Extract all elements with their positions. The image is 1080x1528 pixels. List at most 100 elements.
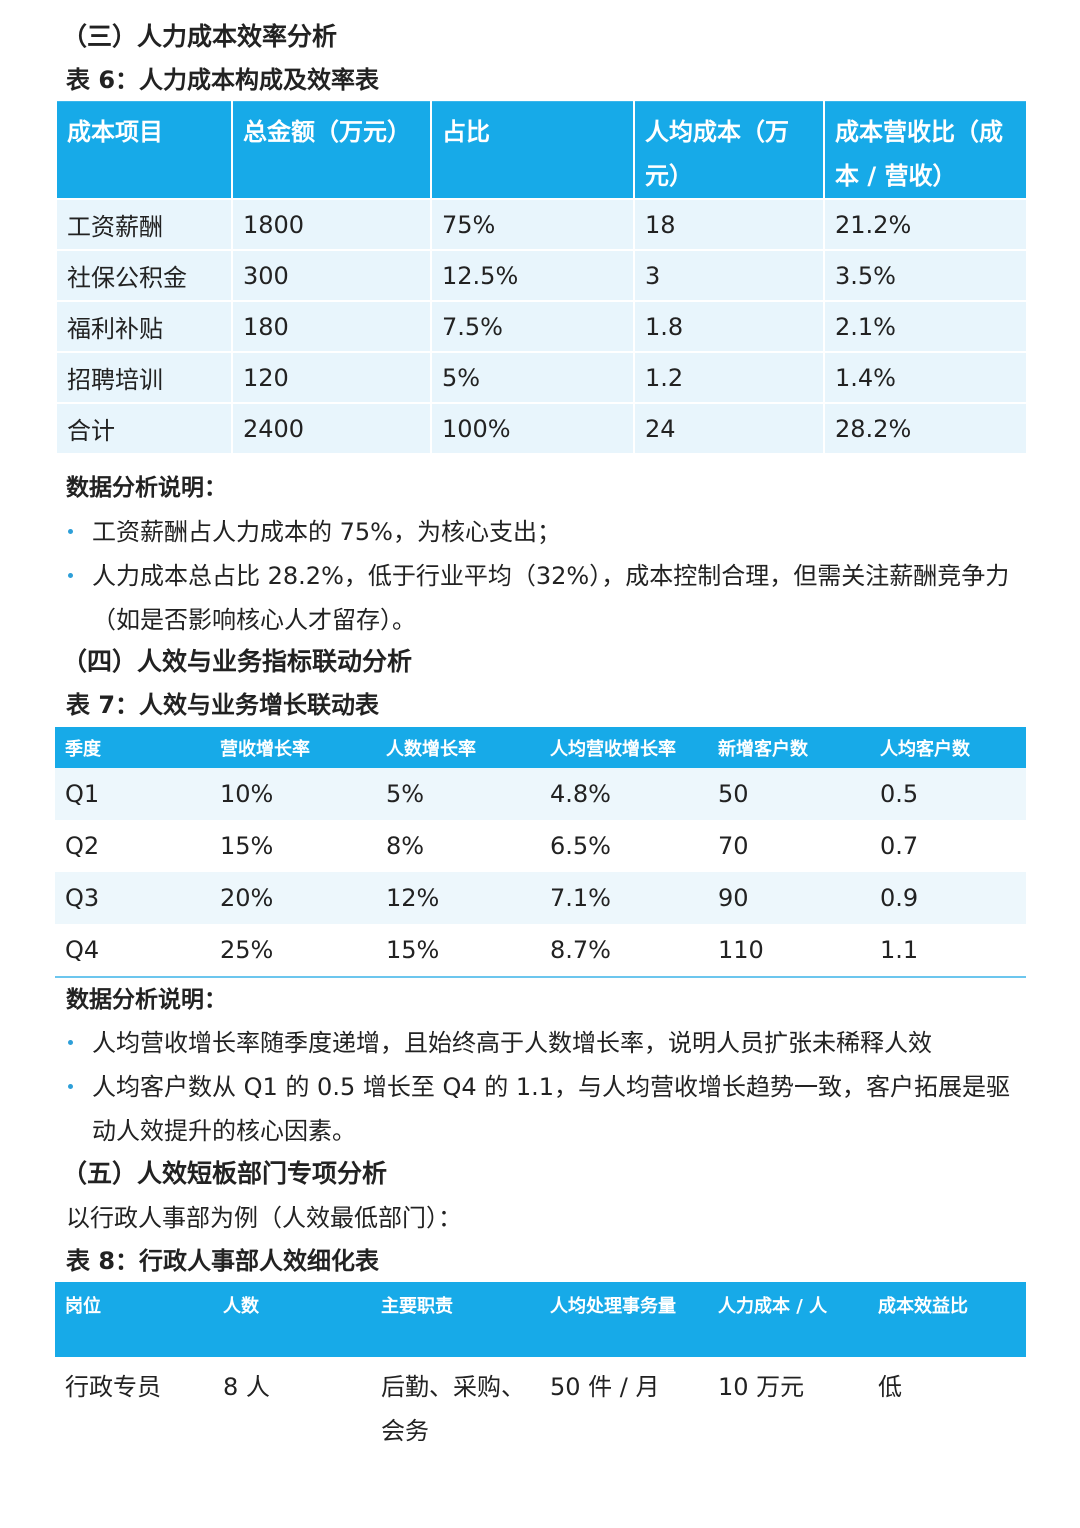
table-row: 招聘培训 120 5% 1.2 1.4% xyxy=(55,351,1028,404)
header-cell: 季度 xyxy=(55,727,210,768)
header-cell: 成本营收比（成本 / 营收） xyxy=(823,101,1028,200)
table-cell: 1.4% xyxy=(823,351,1028,404)
section-heading: （四）人效与业务指标联动分析 xyxy=(62,647,413,676)
table-cell: 120 xyxy=(231,351,432,404)
intro-text: 以行政人事部为例（人效最低部门）： xyxy=(66,1204,462,1232)
table-title: 表 6：人力成本构成及效率表 xyxy=(66,66,380,94)
table-cell: 8.7% xyxy=(540,924,708,978)
table-cell: 行政专员 xyxy=(65,1373,161,1401)
table-body: 行政专员 8 人 后勤、采购、会务 50 件 / 月 10 万元 低 xyxy=(55,1357,1026,1453)
table-row: 行政专员 8 人 后勤、采购、会务 50 件 / 月 10 万元 低 xyxy=(55,1357,1026,1453)
table-row: Q2 15% 8% 6.5% 70 0.7 xyxy=(55,820,1026,872)
bullet-item: 人力成本总占比 28.2%，低于行业平均（32%），成本控制合理，但需关注薪酬竞… xyxy=(66,554,1016,642)
table-cell: 70 xyxy=(708,820,870,872)
table-row: 工资薪酬 1800 75% 18 21.2% xyxy=(55,198,1028,251)
table-cell: 1.2 xyxy=(633,351,825,404)
table-cell: 180 xyxy=(231,300,432,353)
header-cell: 总金额（万元） xyxy=(231,101,432,200)
table-cell: 28.2% xyxy=(823,402,1028,455)
table-row: 社保公积金 300 12.5% 3 3.5% xyxy=(55,249,1028,302)
header-cell: 占比 xyxy=(430,101,635,200)
table-cell: 6.5% xyxy=(540,820,708,872)
table-cell: 7.1% xyxy=(540,872,708,924)
table-row: 福利补贴 180 7.5% 1.8 2.1% xyxy=(55,300,1028,353)
header-cell: 人力成本 / 人 xyxy=(708,1282,868,1357)
table-head: 季度 营收增长率 人数增长率 人均营收增长率 新增客户数 人均客户数 xyxy=(55,727,1026,768)
table-cell: 5% xyxy=(430,351,635,404)
table-cell: 110 xyxy=(708,924,870,978)
table-cell: 20% xyxy=(210,872,376,924)
data-table: 成本项目 总金额（万元） 占比 人均成本（万元） 成本营收比（成本 / 营收） 工资薪酬 1… xyxy=(55,101,1028,455)
table-cell: 7.5% xyxy=(430,300,635,353)
table-cell: 1.1 xyxy=(870,924,1026,978)
table-cell: 10% xyxy=(210,768,376,820)
table-row: Q3 20% 12% 7.1% 90 0.9 xyxy=(55,872,1026,924)
table-cell: 100% xyxy=(430,402,635,455)
table-cell: 2400 xyxy=(231,402,432,455)
table-cell: 招聘培训 xyxy=(55,351,233,404)
table-cell: 0.9 xyxy=(870,872,1026,924)
header-cell: 人均客户数 xyxy=(870,727,1026,768)
table-head: 岗位 人数 主要职责 人均处理事务量 人力成本 / 人成本效益比 xyxy=(55,1282,1026,1357)
table-cell: 12.5% xyxy=(430,249,635,302)
table-cell: 低 xyxy=(878,1373,902,1401)
table-cell: 10 万元 xyxy=(718,1373,805,1401)
table-cell: 5% xyxy=(376,768,540,820)
table-cell: 社保公积金 xyxy=(55,249,233,302)
data-table: 季度 营收增长率 人数增长率 人均营收增长率 新增客户数 人均客户数 Q1 10% 5% 4.8%… xyxy=(55,727,1026,978)
table-cell: 21.2% xyxy=(823,198,1028,251)
section-heading: （三）人力成本效率分析 xyxy=(62,22,338,51)
table-cell: 2.1% xyxy=(823,300,1028,353)
table-cell: 后勤、采购、会务 xyxy=(381,1373,525,1445)
note-label: 数据分析说明： xyxy=(66,475,227,501)
table-row: Q4 25% 15% 8.7% 110 1.1 xyxy=(55,924,1026,978)
table-cell: 3 xyxy=(633,249,825,302)
header-cell: 人数 xyxy=(213,1282,371,1357)
header-row: 成本项目 总金额（万元） 占比 人均成本（万元） 成本营收比（成本 / 营收） xyxy=(55,101,1028,200)
note-label: 数据分析说明： xyxy=(66,987,227,1013)
table-row: Q1 10% 5% 4.8% 50 0.5 xyxy=(55,768,1026,820)
table-cell: 福利补贴 xyxy=(55,300,233,353)
table-title: 表 7：人效与业务增长联动表 xyxy=(66,691,380,719)
header-cell: 人均成本（万元） xyxy=(633,101,825,200)
table-cell: 15% xyxy=(210,820,376,872)
header-cell: 成本项目 xyxy=(55,101,233,200)
header-cell: 岗位 xyxy=(55,1282,213,1357)
table-cell: Q1 xyxy=(55,768,210,820)
table-cell: Q3 xyxy=(55,872,210,924)
table-cell: 50 xyxy=(708,768,870,820)
table-title: 表 8：行政人事部人效细化表 xyxy=(66,1247,380,1275)
table-cell: 90 xyxy=(708,872,870,924)
table-cell: 1.8 xyxy=(633,300,825,353)
header-cell: 主要职责 xyxy=(371,1282,540,1357)
table-cell: 4.8% xyxy=(540,768,708,820)
table-cell: 18 xyxy=(633,198,825,251)
bullet-item: 工资薪酬占人力成本的 75%，为核心支出； xyxy=(66,510,1016,554)
header-cell: 成本效益比 xyxy=(868,1282,1026,1357)
header-row: 季度 营收增长率 人数增长率 人均营收增长率 新增客户数 人均客户数 xyxy=(55,727,1026,768)
table-cell: Q4 xyxy=(55,924,210,978)
header-cell: 人均营收增长率 xyxy=(540,727,708,768)
header-cell: 人均处理事务量 xyxy=(540,1282,708,1357)
header-cell: 营收增长率 xyxy=(210,727,376,768)
bullet-item: 人均客户数从 Q1 的 0.5 增长至 Q4 的 1.1，与人均营收增长趋势一致… xyxy=(66,1065,1016,1153)
table-cell: 12% xyxy=(376,872,540,924)
table-cell: 0.5 xyxy=(870,768,1026,820)
table-head: 成本项目 总金额（万元） 占比 人均成本（万元） 成本营收比（成本 / 营收） xyxy=(55,101,1028,200)
table-cell: 24 xyxy=(633,402,825,455)
header-cell: 人数增长率 xyxy=(376,727,540,768)
bullet-item: 人均营收增长率随季度递增，且始终高于人数增长率，说明人员扩张未稀释人效 xyxy=(66,1021,1016,1065)
table-cell: 25% xyxy=(210,924,376,978)
table-cell: 3.5% xyxy=(823,249,1028,302)
table-cell: 300 xyxy=(231,249,432,302)
table-row: 合计 2400 100% 24 28.2% xyxy=(55,402,1028,455)
table-cell: 8% xyxy=(376,820,540,872)
bullet-list: 工资薪酬占人力成本的 75%，为核心支出； 人力成本总占比 28.2%，低于行业平… xyxy=(66,510,1016,642)
table-body: Q1 10% 5% 4.8% 50 0.5 Q2 15% 8% 6.5% 70 0.7 Q3 20% 12%… xyxy=(55,768,1026,978)
table-cell: Q2 xyxy=(55,820,210,872)
table-cell: 8 人 xyxy=(223,1373,270,1401)
table-cell: 工资薪酬 xyxy=(55,198,233,251)
bullet-list: 人均营收增长率随季度递增，且始终高于人数增长率，说明人员扩张未稀释人效 人均客户数… xyxy=(66,1021,1016,1153)
table-cell: 合计 xyxy=(55,402,233,455)
